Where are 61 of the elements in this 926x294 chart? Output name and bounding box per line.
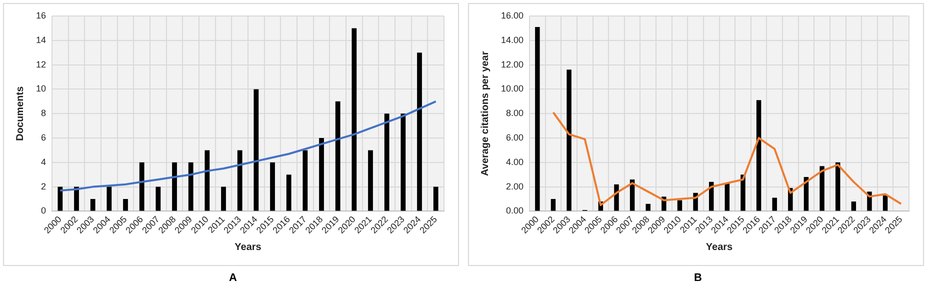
- bar: [677, 200, 682, 211]
- y-tick-label: 14: [36, 34, 46, 45]
- y-tick-label: 0: [40, 206, 46, 216]
- bar: [550, 199, 556, 211]
- bar: [254, 89, 259, 211]
- y-tick-label: 6: [40, 132, 46, 142]
- y-tick-label: 0.00: [506, 206, 524, 216]
- bar: [90, 199, 96, 211]
- bar: [352, 28, 357, 211]
- bar: [319, 138, 324, 211]
- bar: [237, 150, 242, 211]
- bar: [74, 186, 79, 211]
- bar: [614, 184, 619, 211]
- y-tick-label: 14.00: [500, 34, 524, 45]
- bar: [335, 101, 340, 211]
- bar: [820, 166, 824, 211]
- bar: [417, 52, 422, 211]
- bar: [851, 201, 856, 211]
- bar: [646, 204, 650, 211]
- bar: [740, 174, 746, 211]
- x-axis-title: Years: [706, 242, 734, 253]
- y-tick-label: 12.00: [500, 59, 524, 70]
- y-tick-label: 6.00: [506, 132, 524, 142]
- bar: [772, 198, 777, 211]
- bar: [156, 186, 161, 211]
- bar: [172, 162, 177, 211]
- bar: [433, 186, 438, 211]
- bar: [188, 162, 194, 211]
- y-axis-title: Average citations per year: [480, 51, 491, 176]
- y-tick-label: 4.00: [506, 156, 524, 167]
- y-tick-label: 2.00: [506, 181, 524, 192]
- y-tick-label: 12: [36, 59, 46, 70]
- y-tick-label: 16.00: [500, 10, 524, 20]
- text: B: [693, 272, 703, 284]
- bar: [123, 199, 128, 211]
- bar: [882, 195, 888, 211]
- bar: [58, 186, 63, 211]
- y-tick-label: 8: [40, 108, 46, 118]
- y-tick-label: 16: [36, 10, 46, 20]
- x-axis-title: Years: [234, 242, 262, 253]
- bar: [724, 183, 730, 211]
- bar: [106, 186, 112, 211]
- y-tick-label: 4: [40, 156, 46, 167]
- bar: [221, 186, 226, 211]
- bar: [204, 150, 210, 211]
- bar: [756, 100, 762, 211]
- y-tick-label: 2: [40, 181, 46, 192]
- y-tick-label: 10: [36, 84, 46, 94]
- bar: [384, 114, 390, 211]
- bar: [535, 26, 540, 211]
- bar: [286, 174, 292, 211]
- y-axis-title: Documents: [14, 86, 26, 141]
- bar: [302, 150, 308, 211]
- bar: [400, 114, 406, 211]
- bar: [270, 162, 275, 211]
- bar: [139, 162, 144, 211]
- text: A: [228, 272, 238, 284]
- y-tick-label: 10.00: [500, 84, 524, 94]
- bar: [566, 70, 572, 211]
- y-tick-label: 8.00: [506, 108, 524, 118]
- bar: [368, 150, 373, 211]
